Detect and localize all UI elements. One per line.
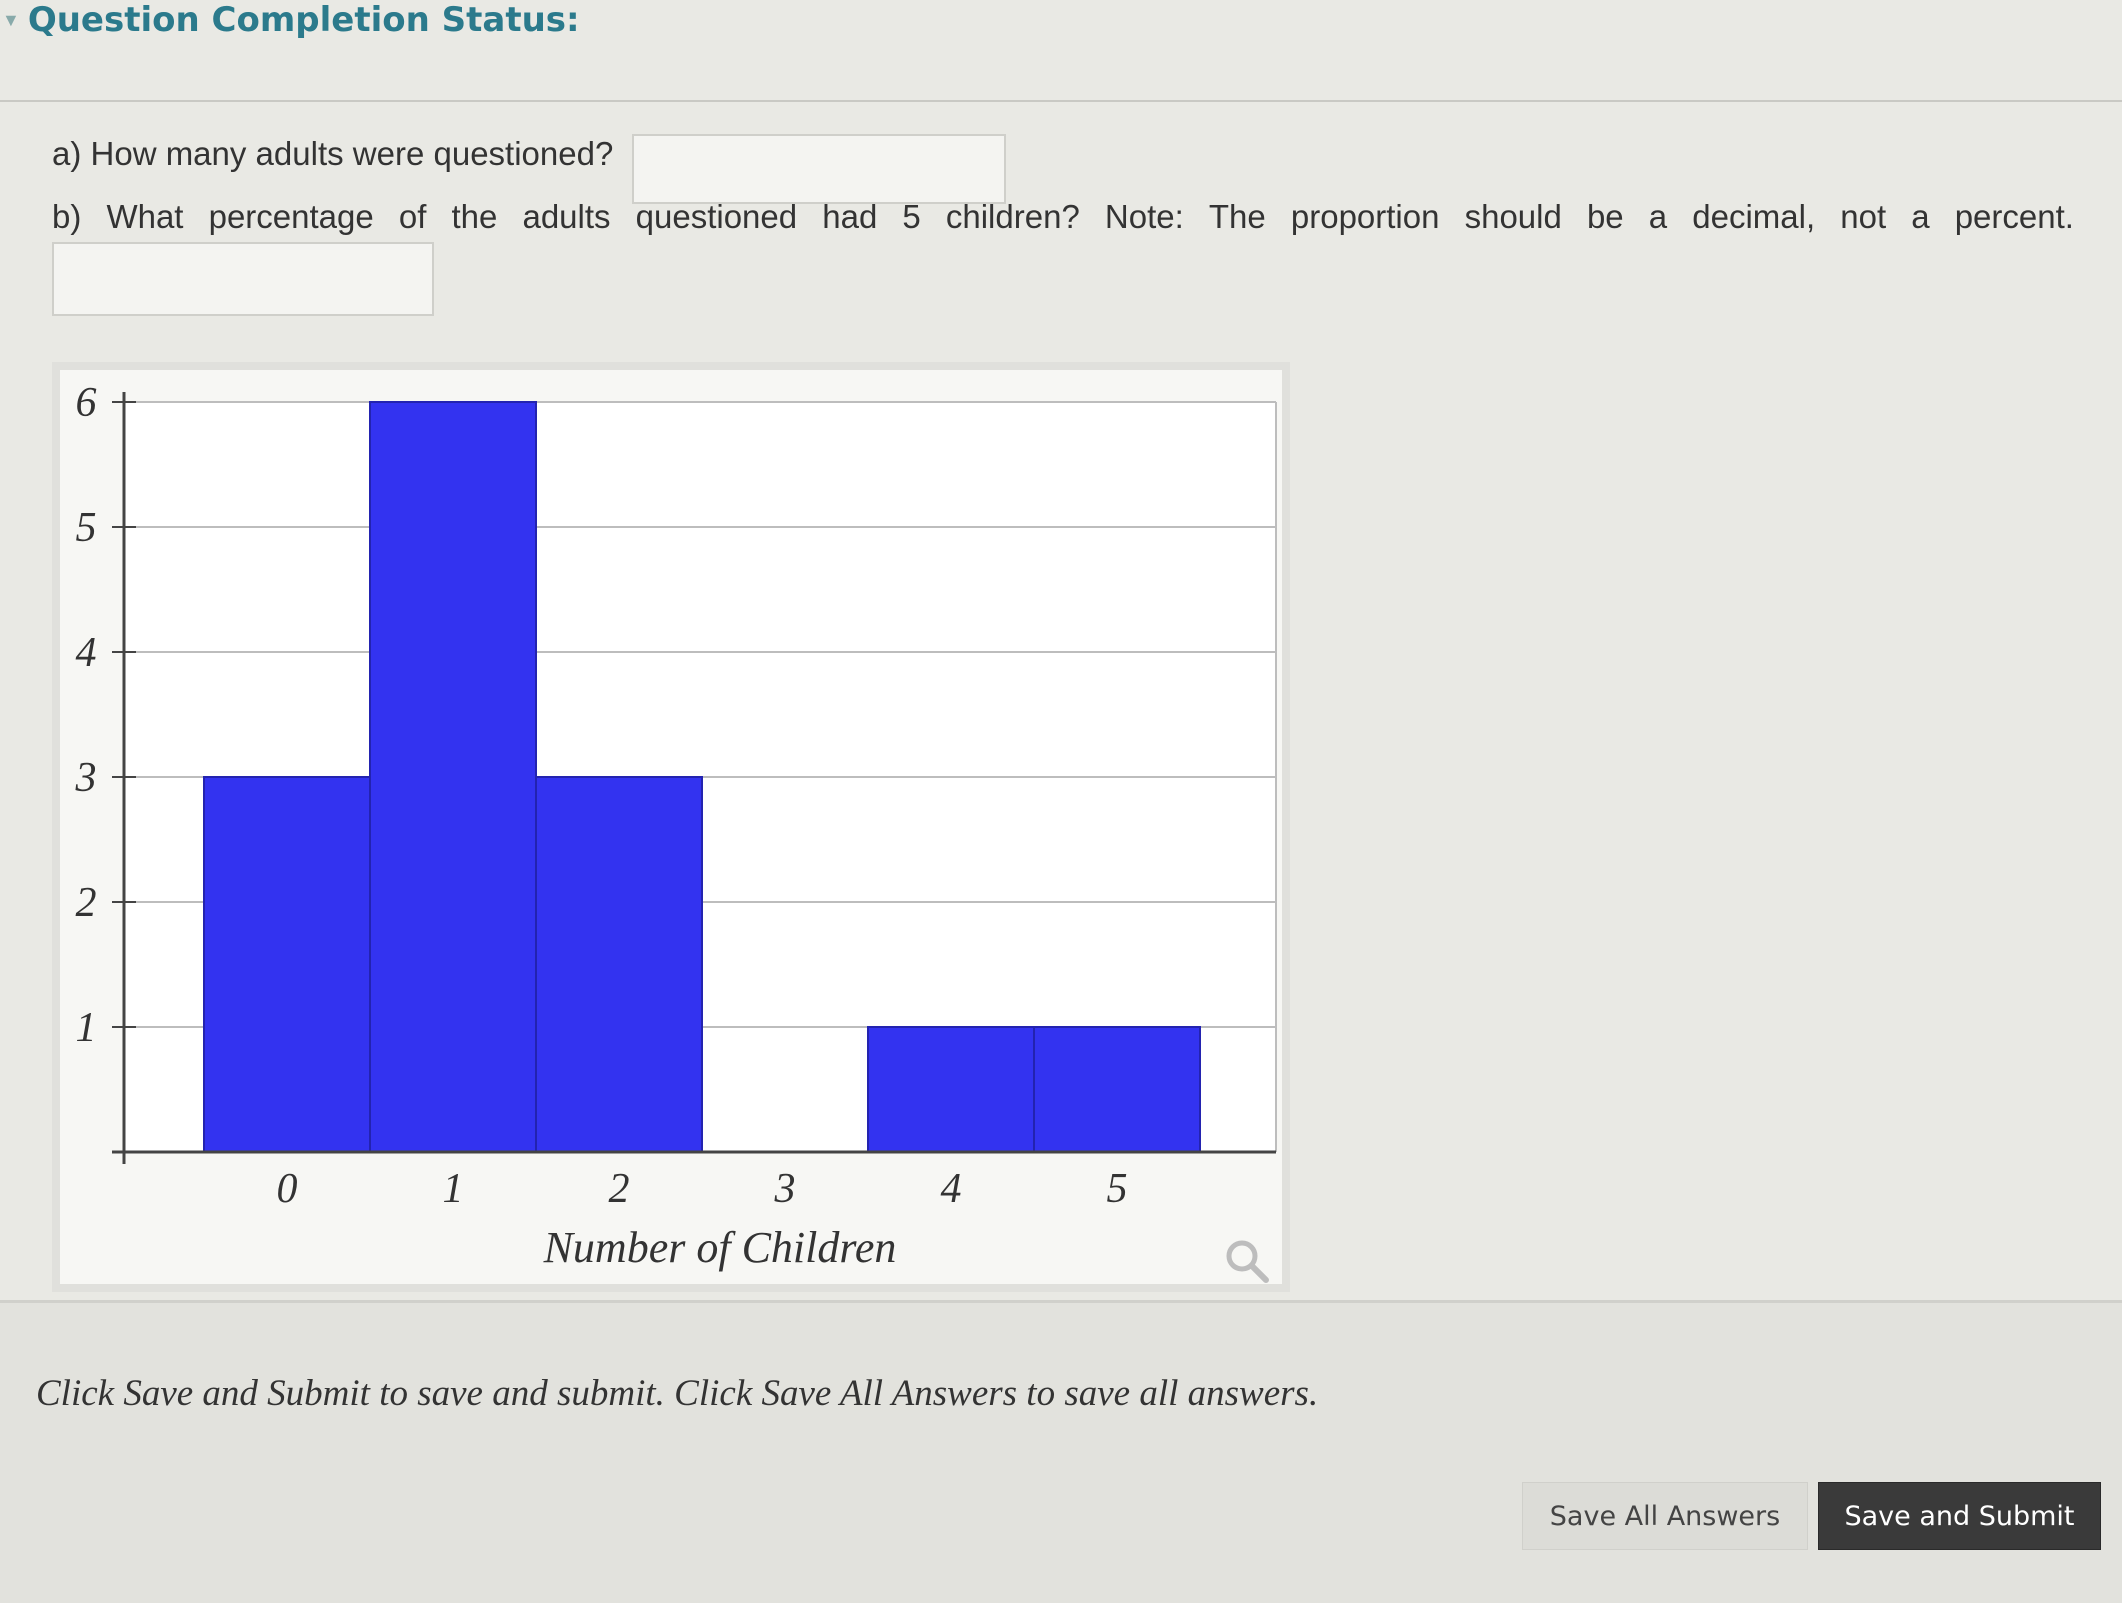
y-tick-label: 6: [76, 380, 97, 426]
y-tick-label: 3: [75, 755, 97, 801]
question-a-text: a) How many adults were questioned?: [52, 135, 614, 172]
question-b-word: children?: [945, 198, 1080, 235]
chevron-down-icon[interactable]: ▼: [2, 9, 20, 30]
histogram-bar: [535, 776, 703, 1153]
question-b-word: What: [106, 198, 184, 235]
question-b-word: not: [1840, 198, 1887, 235]
y-tick-label: 5: [76, 505, 97, 551]
question-b-word: the: [451, 198, 498, 235]
y-tick-label: 4: [76, 630, 97, 676]
divider: [0, 100, 2122, 102]
save-all-answers-button[interactable]: Save All Answers: [1522, 1482, 1808, 1550]
question-b-word: proportion: [1290, 198, 1440, 235]
save-and-submit-button[interactable]: Save and Submit: [1818, 1482, 2101, 1550]
question-b-word: b): [52, 198, 82, 235]
answer-b-field[interactable]: [52, 242, 434, 316]
histogram-bar: [203, 776, 371, 1153]
y-tick-label: 1: [76, 1005, 97, 1051]
histogram-bar: [867, 1026, 1035, 1153]
x-tick-label: 0: [277, 1166, 298, 1212]
x-tick-label: 4: [941, 1166, 962, 1212]
instructions-text: Click Save and Submit to save and submit…: [36, 1373, 1319, 1414]
question-b-word: questioned: [635, 198, 798, 235]
x-tick-label: 2: [609, 1166, 630, 1212]
question-completion-status[interactable]: ▼ Question Completion Status:: [0, 0, 580, 40]
footer-panel: [0, 1300, 2122, 1603]
question-b-word: adults: [522, 198, 611, 235]
question-b-word: a: [1911, 198, 1930, 235]
question-b-word: percent.: [1954, 198, 2074, 235]
question-b-text: b) What percentage of the adults questioned had…: [52, 198, 2074, 236]
magnifier-icon[interactable]: [1222, 1236, 1272, 1286]
x-tick-label: 3: [774, 1166, 796, 1212]
question-b-word: had: [822, 198, 878, 235]
question-b-word: 5: [902, 198, 921, 235]
x-axis-title: Number of Children: [543, 1223, 897, 1272]
question-b-word: a: [1648, 198, 1668, 235]
question-b-word: should: [1464, 198, 1562, 235]
status-title: Question Completion Status:: [27, 0, 580, 40]
question-b-word: be: [1586, 198, 1624, 235]
x-tick-label: 5: [1107, 1166, 1128, 1212]
histogram-bar: [1033, 1026, 1201, 1153]
question-b-word: percentage: [208, 198, 374, 235]
question-b-word: The: [1208, 198, 1266, 235]
histogram-chart: 1 2 3 4 5 6 0 1 2 3 4 5 Number of Children: [75, 380, 1277, 1272]
question-b-word: of: [398, 198, 427, 235]
answer-a-field[interactable]: [632, 134, 1006, 204]
y-tick-label: 2: [76, 880, 97, 926]
x-tick-label: 1: [443, 1166, 464, 1212]
question-b-word: decimal,: [1692, 198, 1816, 235]
question-b-word: Note:: [1104, 198, 1184, 235]
histogram-bar: [369, 401, 537, 1153]
